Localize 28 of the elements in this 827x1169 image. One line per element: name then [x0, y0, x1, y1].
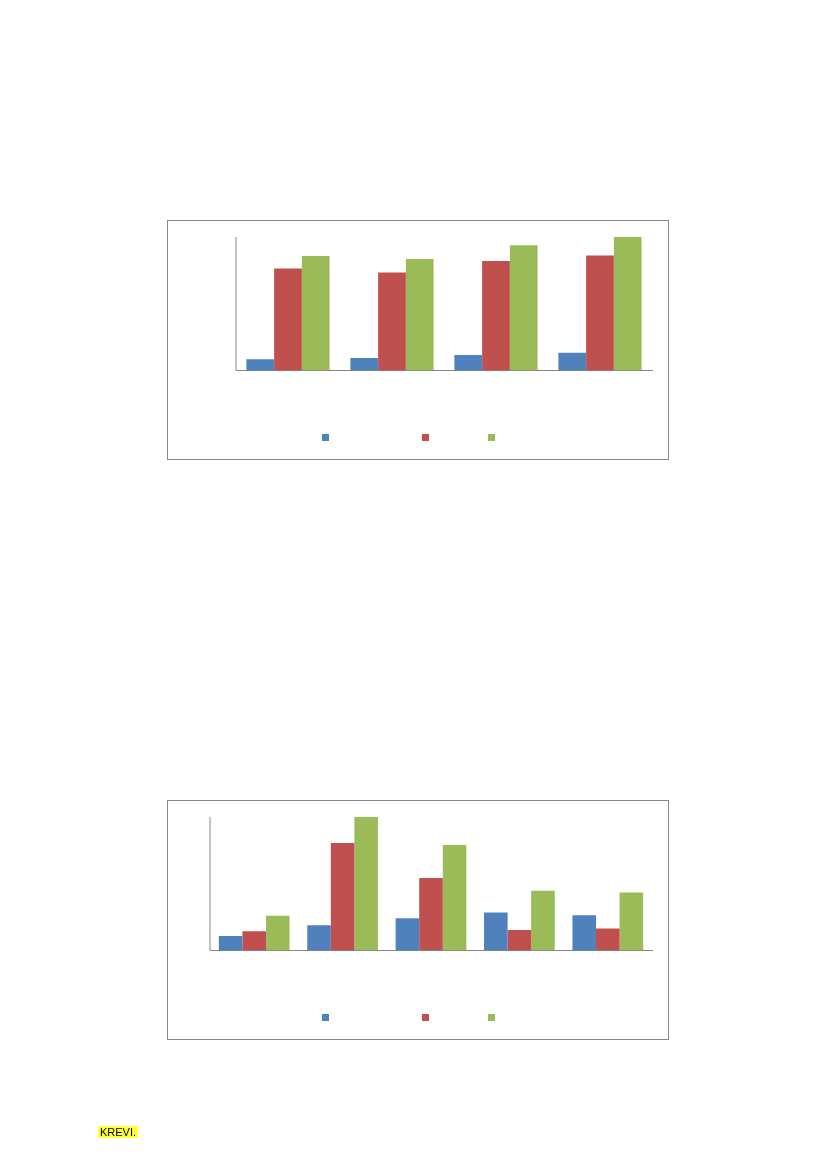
bar	[531, 890, 555, 951]
bar	[378, 272, 406, 371]
bar	[330, 843, 355, 951]
bar	[242, 931, 266, 951]
bar	[482, 261, 510, 371]
bar	[395, 918, 420, 951]
bar	[572, 915, 597, 951]
bar	[301, 256, 330, 371]
bar	[218, 935, 243, 951]
bar	[454, 354, 483, 371]
bar	[419, 878, 443, 951]
bar	[246, 359, 275, 371]
text: KREVI.	[98, 1126, 139, 1138]
bar	[354, 817, 378, 951]
bar	[596, 928, 620, 951]
bar	[509, 245, 538, 371]
bar	[484, 912, 508, 951]
bar	[274, 268, 302, 371]
bar	[613, 237, 642, 371]
bar	[619, 892, 644, 951]
bar	[507, 929, 532, 951]
bar	[307, 925, 331, 951]
bar	[442, 845, 467, 951]
bar	[265, 915, 290, 951]
bar	[350, 357, 379, 371]
bar	[586, 255, 614, 371]
bar	[558, 352, 587, 371]
bar	[405, 258, 434, 371]
